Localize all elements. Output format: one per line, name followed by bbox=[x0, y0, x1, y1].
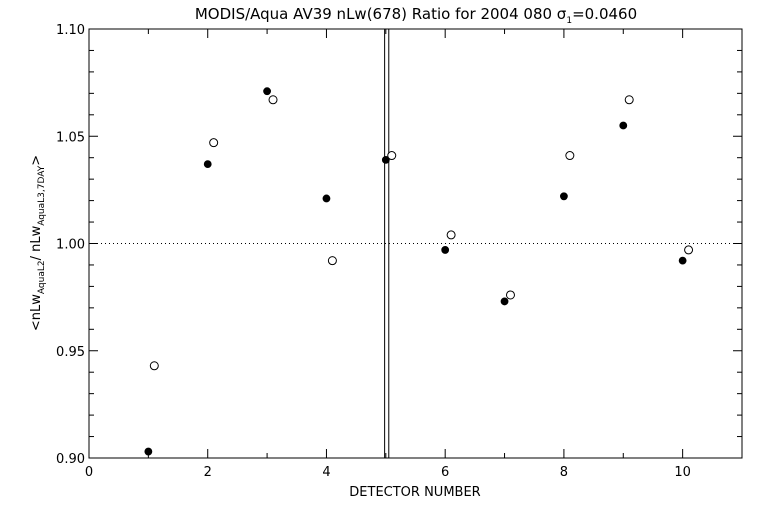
open-point bbox=[268, 95, 278, 105]
filled-point bbox=[203, 160, 212, 169]
open-point bbox=[684, 245, 694, 255]
open-point bbox=[565, 151, 575, 161]
y-tick-label: 0.95 bbox=[56, 345, 85, 360]
y-axis: 0.90 0.95 1.00 1.05 1.10 bbox=[56, 23, 742, 467]
x-tick-label: 8 bbox=[560, 465, 568, 480]
filled-point bbox=[441, 246, 450, 254]
chart-title: MODIS/Aqua AV39 nLw(678) Ratio for 2004 … bbox=[195, 5, 637, 26]
filled-point bbox=[560, 192, 568, 201]
x-axis-label: DETECTOR NUMBER bbox=[349, 485, 480, 500]
x-axis: 0 2 4 6 8 10 bbox=[85, 29, 691, 480]
filled-point bbox=[144, 447, 153, 456]
x-tick-label: 6 bbox=[441, 465, 449, 480]
filled-point bbox=[500, 297, 509, 306]
x-tick-label: 10 bbox=[674, 465, 691, 480]
open-point bbox=[149, 361, 159, 371]
vertical-lines bbox=[384, 29, 390, 458]
x-tick-label: 2 bbox=[204, 465, 212, 480]
filled-point bbox=[678, 256, 687, 265]
x-tick-label: 4 bbox=[322, 465, 330, 480]
filled-point bbox=[619, 121, 628, 130]
data-points bbox=[144, 87, 694, 456]
open-point bbox=[387, 151, 397, 161]
filled-point bbox=[322, 194, 331, 203]
plot-frame bbox=[88, 28, 743, 459]
y-axis-label: <nLwAquaL2/ nLwAquaL3,7DAY> bbox=[29, 155, 47, 331]
open-point bbox=[446, 230, 456, 240]
open-point bbox=[209, 138, 219, 148]
y-tick-label: 1.05 bbox=[56, 130, 85, 145]
x-tick-label: 0 bbox=[85, 465, 93, 480]
open-point bbox=[624, 95, 634, 105]
filled-point bbox=[381, 155, 390, 164]
y-tick-label: 1.00 bbox=[56, 238, 85, 253]
open-point bbox=[505, 290, 515, 300]
filled-point bbox=[263, 87, 271, 96]
y-tick-label: 1.10 bbox=[56, 23, 85, 38]
y-tick-label: 0.90 bbox=[56, 452, 85, 467]
open-point bbox=[327, 256, 337, 266]
